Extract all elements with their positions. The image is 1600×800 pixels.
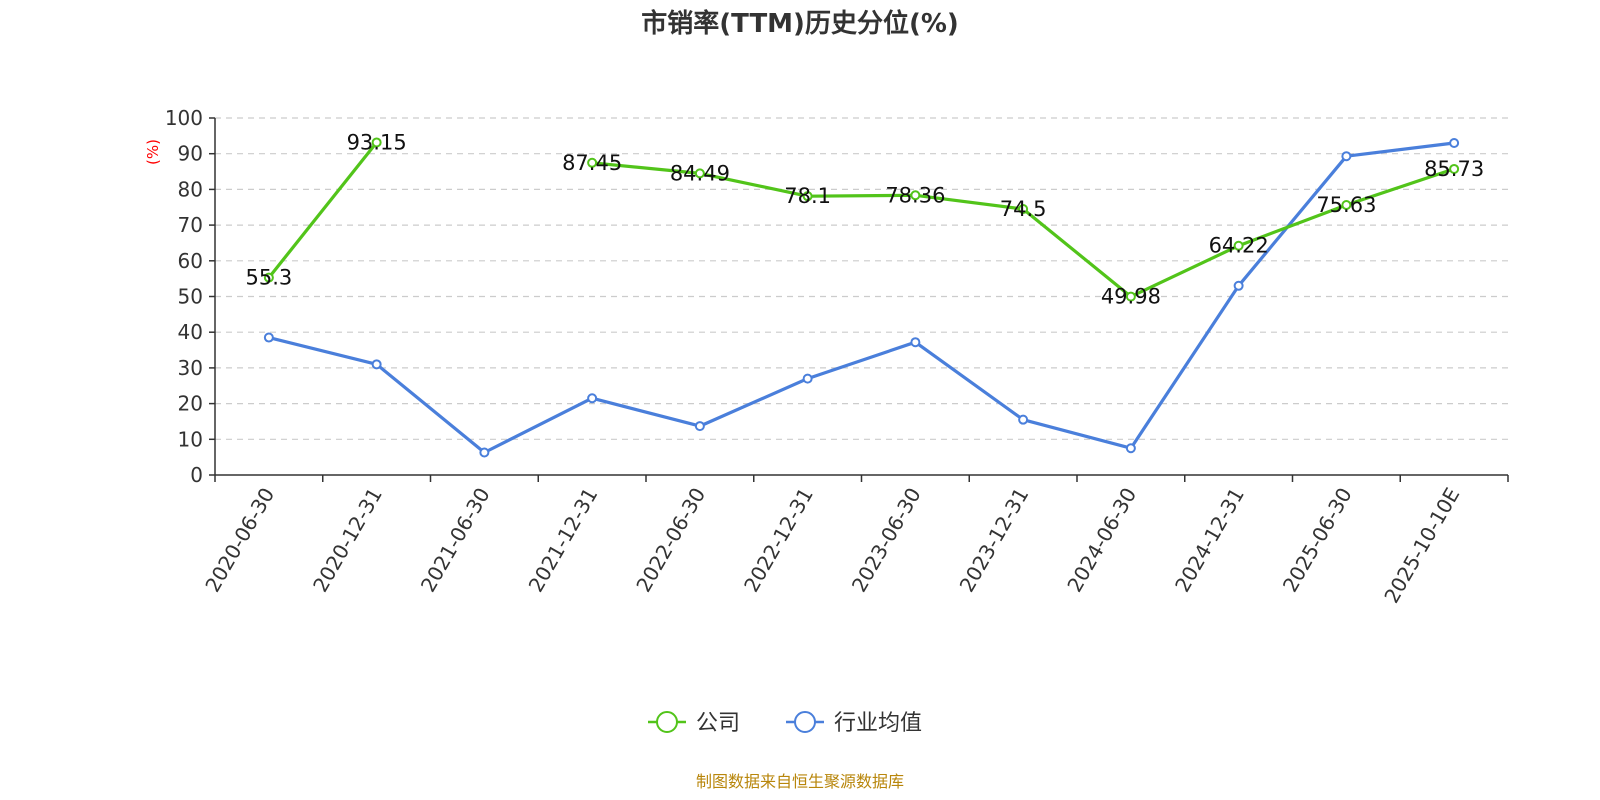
data-point[interactable] bbox=[1125, 443, 1136, 454]
x-tick-labels: 2020-06-30 2020-12-31 2021-06-30 2021-12-31… bbox=[200, 484, 1464, 608]
data-label: 78.36 bbox=[885, 183, 945, 207]
series-line bbox=[268, 141, 1455, 455]
x-tick-label: 2024-12-31 bbox=[1170, 484, 1249, 597]
data-point[interactable] bbox=[1449, 137, 1460, 148]
x-tick-label: 2022-06-30 bbox=[631, 484, 710, 597]
y-tick-label: 50 bbox=[178, 285, 203, 309]
legend[interactable]: 公司 行业均值 bbox=[648, 711, 922, 736]
data-point[interactable] bbox=[802, 373, 813, 384]
x-tick-label: 2022-12-31 bbox=[739, 484, 818, 597]
source-note: 制图数据来自恒生聚源数据库 bbox=[696, 772, 904, 791]
data-label: 64.22 bbox=[1209, 234, 1269, 258]
data-label: 55.3 bbox=[245, 266, 292, 290]
series-line bbox=[267, 141, 1455, 299]
data-point[interactable] bbox=[1233, 240, 1244, 251]
legend-label: 公司 bbox=[696, 711, 740, 736]
data-labels: 55.3 93.15 87.45 84.49 78.1 78.36 74.5 49.98 64.… bbox=[245, 130, 1484, 308]
y-tick-label: 60 bbox=[178, 249, 203, 273]
data-point[interactable] bbox=[910, 190, 921, 201]
data-point[interactable] bbox=[1449, 163, 1460, 174]
data-label: 78.1 bbox=[784, 184, 831, 208]
data-point[interactable] bbox=[910, 337, 921, 348]
legend-marker bbox=[656, 711, 678, 733]
legend-marker bbox=[794, 711, 816, 733]
y-tick-label: 70 bbox=[178, 213, 203, 237]
data-point[interactable] bbox=[1125, 291, 1136, 302]
x-tick-label: 2023-06-30 bbox=[847, 484, 926, 597]
y-tick-label: 90 bbox=[178, 142, 203, 166]
x-tick-label: 2020-06-30 bbox=[200, 484, 279, 597]
y-tick-label: 100 bbox=[165, 106, 203, 130]
data-label: 84.49 bbox=[670, 161, 730, 185]
axes bbox=[209, 117, 1509, 482]
data-label: 85.73 bbox=[1424, 157, 1484, 181]
data-point[interactable] bbox=[371, 359, 382, 370]
data-point[interactable] bbox=[1018, 414, 1029, 425]
y-tick-label: 80 bbox=[178, 177, 203, 201]
data-point[interactable] bbox=[1233, 280, 1244, 291]
y-tick-label: 40 bbox=[178, 320, 203, 344]
data-point[interactable] bbox=[694, 421, 705, 432]
x-tick-label: 2021-12-31 bbox=[524, 484, 603, 597]
y-tick-labels: 0 10 20 30 40 50 60 70 80 90 100 bbox=[165, 106, 203, 487]
y-tick-label: 30 bbox=[178, 356, 203, 380]
y-tick-label: 20 bbox=[178, 392, 203, 416]
data-point[interactable] bbox=[694, 168, 705, 179]
y-tick-label: 10 bbox=[178, 427, 203, 451]
y-axis-unit: (%) bbox=[144, 139, 162, 165]
data-point[interactable] bbox=[479, 447, 490, 458]
data-point[interactable] bbox=[587, 157, 598, 168]
x-tick-label: 2025-06-30 bbox=[1278, 484, 1357, 597]
x-tick-label: 2021-06-30 bbox=[416, 484, 495, 597]
x-tick-label: 2025-10-10E bbox=[1379, 484, 1464, 608]
data-point[interactable] bbox=[1018, 204, 1029, 215]
x-tick-label: 2024-06-30 bbox=[1062, 484, 1141, 597]
data-label: 74.5 bbox=[1000, 197, 1047, 221]
data-point[interactable] bbox=[802, 191, 813, 202]
data-point[interactable] bbox=[263, 332, 274, 343]
series-layer bbox=[263, 137, 1460, 458]
data-label: 75.63 bbox=[1316, 193, 1376, 217]
data-label: 87.45 bbox=[562, 151, 622, 175]
y-tick-label: 0 bbox=[190, 463, 203, 487]
chart-title: 市销率(TTM)历史分位(%) bbox=[641, 8, 959, 39]
x-tick-label: 2020-12-31 bbox=[308, 484, 387, 597]
legend-label: 行业均值 bbox=[834, 711, 922, 736]
legend-item[interactable]: 公司 bbox=[648, 711, 740, 736]
data-label: 93.15 bbox=[347, 130, 407, 154]
data-point[interactable] bbox=[587, 393, 598, 404]
legend-item[interactable]: 行业均值 bbox=[786, 711, 922, 736]
data-label: 49.98 bbox=[1101, 285, 1161, 309]
x-tick-label: 2023-12-31 bbox=[955, 484, 1034, 597]
data-point[interactable] bbox=[1341, 200, 1352, 211]
data-point[interactable] bbox=[263, 272, 274, 283]
data-point[interactable] bbox=[1341, 151, 1352, 162]
data-point[interactable] bbox=[371, 137, 382, 148]
